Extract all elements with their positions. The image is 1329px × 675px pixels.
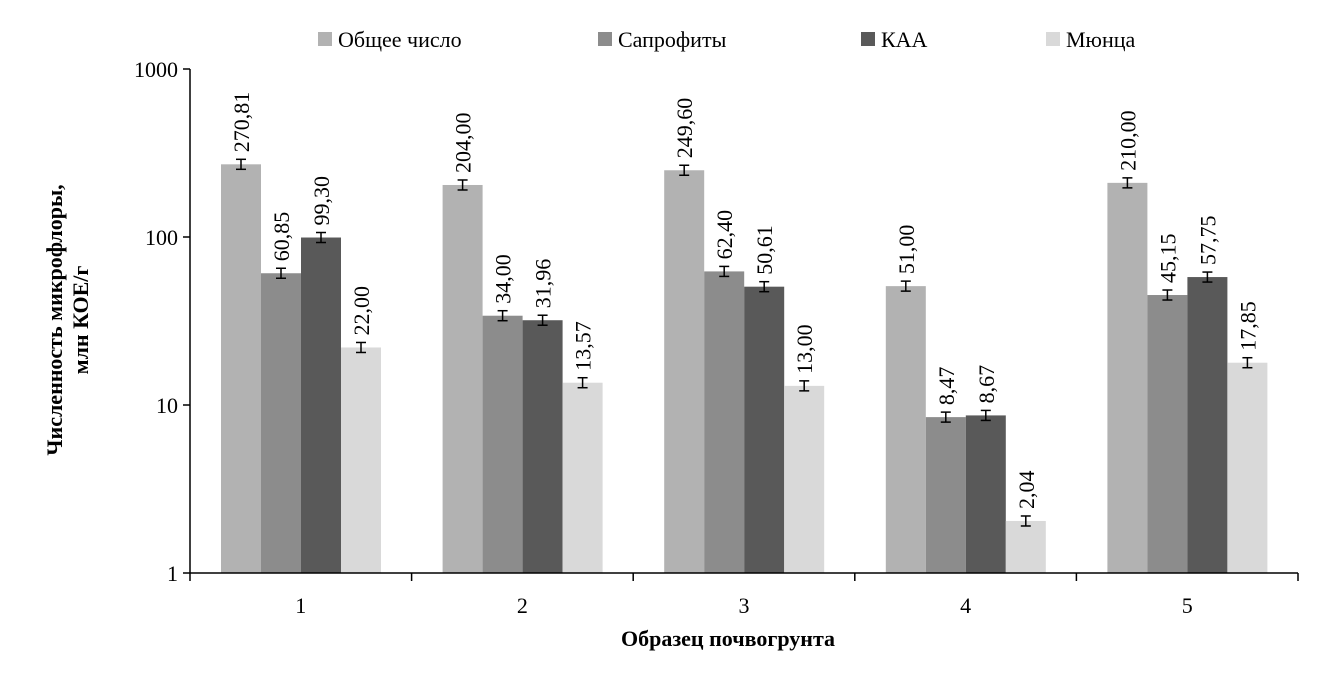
error-bar [1122, 177, 1133, 189]
error-bar [276, 267, 286, 279]
error-bar [900, 280, 911, 292]
legend-label-1: Общее число [338, 27, 462, 52]
error-bar [356, 341, 366, 354]
error-bar [799, 380, 810, 392]
bar-series4-cat3 [784, 385, 825, 573]
data-label: 62,40 [712, 210, 737, 260]
x-tick-label-5: 5 [1182, 593, 1193, 618]
error-bar [719, 265, 730, 278]
data-label: 13,57 [571, 321, 596, 371]
bar-series1-cat2 [442, 184, 483, 574]
y-tick-label: 1000 [134, 57, 178, 82]
legend-swatch-1 [318, 32, 332, 46]
legend-swatch-4 [1046, 32, 1060, 46]
error-bar [940, 411, 951, 423]
error-bar [1020, 515, 1031, 527]
data-label: 210,00 [1115, 110, 1140, 171]
x-tick-label-4: 4 [960, 593, 971, 618]
error-bar [537, 314, 548, 326]
bar-series4-cat4 [1005, 520, 1046, 573]
bar-series3-cat2 [522, 320, 563, 573]
error-bar [1162, 289, 1173, 301]
data-label: 60,85 [269, 212, 294, 262]
y-axis-title-line1: Численность микрофлоры, [42, 184, 67, 455]
data-label: 22,00 [349, 286, 374, 336]
bar-series1-cat4 [885, 286, 926, 573]
x-tick-label-1: 1 [295, 593, 306, 618]
x-tick-label-3: 3 [739, 593, 750, 618]
error-bar [577, 376, 588, 389]
error-bar [1242, 356, 1253, 369]
legend-swatch-3 [861, 32, 875, 46]
bar-series1-cat3 [664, 170, 705, 573]
error-bar [236, 158, 246, 171]
y-tick-label: 10 [156, 393, 178, 418]
error-bar [457, 179, 468, 191]
bar-series2-cat4 [925, 417, 966, 573]
bar-series4-cat1 [341, 347, 381, 573]
error-bar [679, 164, 690, 177]
bar-series3-cat4 [965, 415, 1006, 573]
y-tick-label: 100 [145, 225, 178, 250]
data-label: 34,00 [491, 254, 516, 304]
bar-series1-cat5 [1107, 182, 1148, 573]
legend-label-4: Мюнца [1066, 27, 1136, 52]
error-bar [316, 231, 326, 244]
data-label: 50,61 [752, 225, 777, 275]
data-label: 13,00 [792, 324, 817, 374]
bar-series4-cat2 [562, 382, 603, 573]
data-label: 204,00 [451, 112, 476, 173]
legend-swatch-2 [598, 32, 612, 46]
data-label: 17,85 [1235, 301, 1260, 351]
bar-series3-cat5 [1187, 277, 1228, 573]
error-bar [759, 280, 770, 293]
error-bar [497, 309, 508, 322]
error-bar [980, 409, 991, 422]
bar-series2-cat3 [704, 271, 745, 573]
bar-series2-cat2 [482, 315, 523, 573]
bar-series1-cat1 [221, 164, 261, 574]
data-label: 57,75 [1195, 216, 1220, 266]
bar-series2-cat1 [261, 273, 301, 573]
bar-series4-cat5 [1227, 362, 1268, 573]
data-label: 249,60 [672, 98, 697, 159]
y-axis-title-line2: млн КОЕ/г [68, 266, 93, 375]
data-label: 45,15 [1155, 234, 1180, 284]
error-bar [1202, 271, 1213, 283]
x-axis-title: Образец почвогрунта [621, 626, 835, 651]
bar-series3-cat3 [744, 286, 785, 573]
bar-series3-cat1 [301, 237, 341, 574]
bar-series2-cat5 [1147, 295, 1188, 573]
data-label: 2,04 [1014, 470, 1039, 509]
data-label: 8,47 [934, 367, 959, 406]
data-label: 51,00 [894, 225, 919, 275]
data-label: 8,67 [974, 365, 999, 404]
y-tick-label: 1 [167, 561, 178, 586]
data-label: 99,30 [309, 176, 334, 226]
legend-label-3: КАА [881, 27, 928, 52]
data-label: 31,96 [531, 259, 556, 309]
legend-label-2: Сапрофиты [618, 27, 727, 52]
data-label: 270,81 [229, 92, 254, 153]
x-tick-label-2: 2 [517, 593, 528, 618]
